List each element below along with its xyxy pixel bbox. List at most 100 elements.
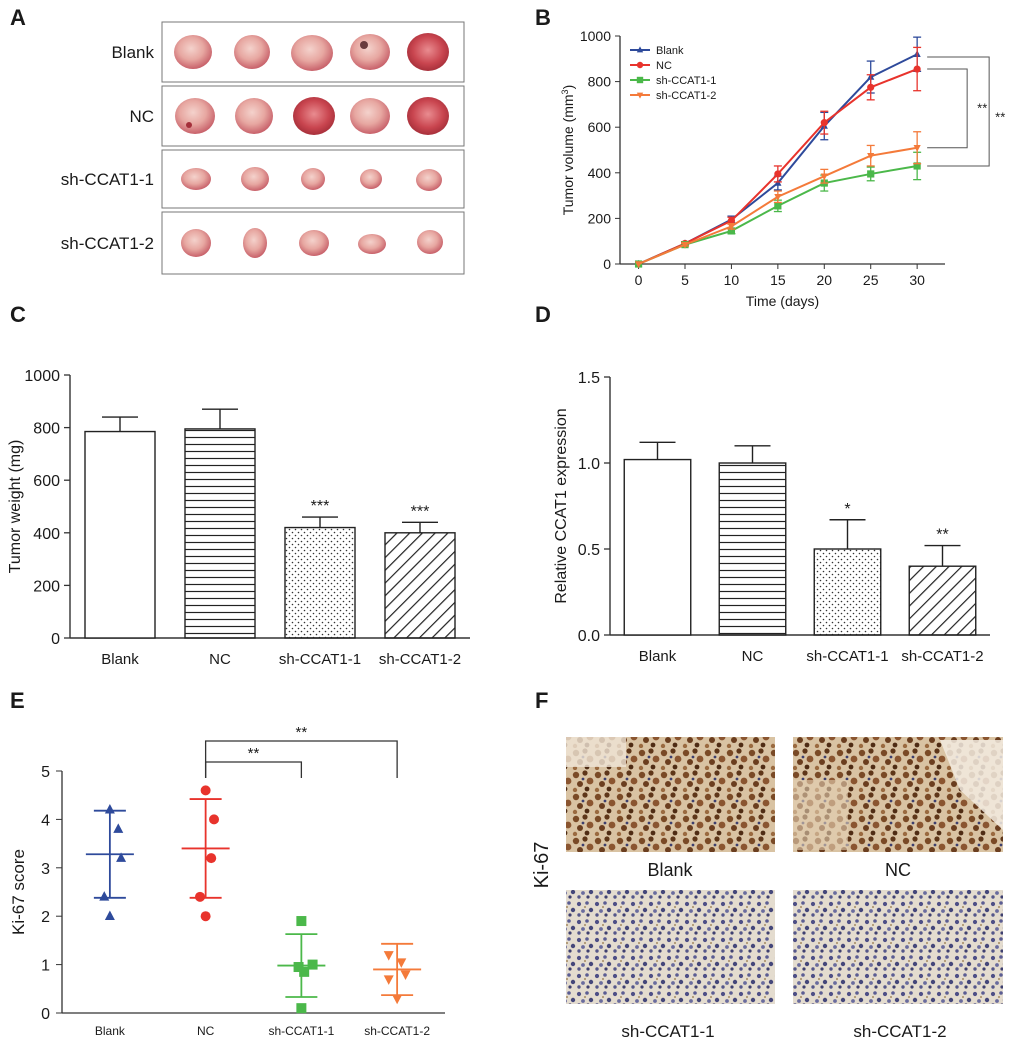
ihc-stain-label: Ki-67 bbox=[531, 842, 553, 889]
data-point bbox=[296, 916, 307, 927]
legend-marker bbox=[636, 46, 644, 53]
x-tick-label: Blank bbox=[639, 648, 677, 665]
data-point bbox=[99, 891, 110, 901]
tumor-row-blank: Blank bbox=[111, 21, 465, 83]
x-tick-label: 5 bbox=[681, 272, 689, 288]
legend-label: NC bbox=[656, 60, 672, 72]
data-point bbox=[913, 65, 921, 73]
tumor-weight-bar-chart: 0 200 400 600 800 1000 Tumor weight (mg) Blank N… bbox=[7, 368, 470, 668]
panel-letter-a: A bbox=[10, 5, 26, 30]
y-tick-label: 1000 bbox=[580, 28, 611, 44]
bar bbox=[908, 565, 977, 636]
y-axis-label: Tumor volume (mm3) bbox=[560, 85, 576, 216]
data-point bbox=[727, 223, 736, 231]
ccat1-expression-bar-chart: 0.0 0.5 1.0 1.5 Relative CCAT1 expression Bla… bbox=[553, 370, 990, 665]
y-tick-label: 1 bbox=[41, 958, 50, 975]
legend-marker bbox=[636, 76, 644, 84]
tumor-row-label: sh-CCAT1-2 bbox=[61, 234, 154, 253]
significance-label: * bbox=[844, 501, 850, 518]
y-axis-label: Tumor weight (mg) bbox=[7, 440, 24, 574]
bar bbox=[384, 532, 456, 639]
tumor-image bbox=[358, 234, 386, 254]
data-point bbox=[200, 911, 211, 922]
x-tick-label: 20 bbox=[816, 272, 832, 288]
x-tick-label: 15 bbox=[770, 272, 786, 288]
tumor-image bbox=[293, 97, 335, 135]
significance-label: *** bbox=[311, 498, 330, 515]
data-point bbox=[727, 227, 736, 235]
legend-label: sh-CCAT1-1 bbox=[656, 75, 716, 87]
legend-label: sh-CCAT1-2 bbox=[656, 90, 716, 102]
tumor-image bbox=[174, 35, 212, 69]
data-point bbox=[634, 261, 643, 269]
legend-marker bbox=[636, 61, 644, 69]
panel-letter-d: D bbox=[535, 302, 551, 327]
y-tick-label: 200 bbox=[33, 578, 60, 595]
ihc-caption: Blank bbox=[647, 860, 693, 880]
tumor-image bbox=[416, 169, 442, 191]
x-tick-label: 25 bbox=[863, 272, 879, 288]
y-tick-label: 400 bbox=[33, 526, 60, 543]
significance-label: ** bbox=[995, 110, 1005, 125]
data-point bbox=[383, 951, 394, 961]
legend-marker bbox=[636, 92, 644, 99]
data-point bbox=[867, 153, 875, 160]
tumor-image bbox=[291, 35, 333, 71]
y-tick-label: 4 bbox=[41, 812, 50, 829]
y-tick-label: 1.5 bbox=[578, 370, 600, 387]
ihc-caption: sh-CCAT1-2 bbox=[853, 1022, 946, 1041]
x-tick-label: 0 bbox=[635, 272, 643, 288]
y-tick-label: 0 bbox=[41, 1006, 50, 1023]
y-tick-label: 200 bbox=[588, 210, 612, 226]
y-tick-label: 1000 bbox=[24, 368, 60, 385]
data-point bbox=[867, 170, 875, 178]
legend-label: Blank bbox=[656, 45, 684, 57]
y-tick-label: 0 bbox=[51, 631, 60, 648]
data-point bbox=[104, 803, 115, 814]
data-point bbox=[296, 1003, 307, 1014]
significance-bracket bbox=[204, 740, 398, 778]
ki67-score-scatter-chart: 0 1 2 3 4 5 Ki-67 score Blank NC sh-CCAT1-1 sh-CCA… bbox=[9, 724, 445, 1038]
tumor-image bbox=[350, 34, 390, 70]
tumor-image bbox=[360, 169, 382, 189]
bar bbox=[284, 526, 356, 639]
y-tick-label: 0.5 bbox=[578, 542, 600, 559]
data-point bbox=[299, 966, 310, 977]
tumor-image bbox=[235, 98, 273, 134]
tumor-image bbox=[299, 230, 329, 256]
y-tick-label: 5 bbox=[41, 764, 50, 781]
tumor-image bbox=[407, 33, 449, 71]
bar bbox=[623, 458, 692, 636]
data-point bbox=[396, 958, 407, 968]
y-axis-label-sup: 3 bbox=[560, 89, 570, 94]
bar bbox=[84, 430, 156, 639]
x-axis-label: Time (days) bbox=[746, 293, 819, 309]
y-tick-label: 1.0 bbox=[578, 456, 600, 473]
significance-bracket bbox=[204, 761, 303, 778]
x-tick-label: Blank bbox=[101, 651, 139, 668]
tumor-volume-line-chart: 0 200 400 600 800 1000 0 5 10 15 20 25 30 Time (days)… bbox=[560, 28, 1005, 309]
tumor-image bbox=[181, 168, 211, 190]
x-tick-label: 30 bbox=[909, 272, 925, 288]
y-tick-label: 0 bbox=[603, 256, 611, 272]
data-point bbox=[867, 83, 875, 91]
data-point bbox=[400, 970, 411, 981]
panel-letter-e: E bbox=[10, 688, 25, 713]
x-tick-label: sh-CCAT1-2 bbox=[379, 651, 461, 668]
data-point bbox=[820, 119, 828, 127]
tumor-image bbox=[234, 35, 270, 69]
y-tick-label: 3 bbox=[41, 861, 50, 878]
data-point bbox=[820, 173, 828, 181]
significance-label: ** bbox=[248, 745, 260, 762]
data-point bbox=[116, 852, 127, 862]
x-tick-label: NC bbox=[209, 651, 231, 668]
significance-bracket bbox=[927, 56, 990, 167]
x-tick-label: sh-CCAT1-1 bbox=[279, 651, 361, 668]
significance-bracket bbox=[927, 68, 968, 149]
ihc-image-sh-ccat1-1 bbox=[566, 890, 775, 1004]
x-tick-label: sh-CCAT1-2 bbox=[901, 648, 983, 665]
x-tick-label: NC bbox=[197, 1024, 215, 1038]
data-point bbox=[392, 994, 403, 1005]
y-tick-label: 0.0 bbox=[578, 628, 600, 645]
